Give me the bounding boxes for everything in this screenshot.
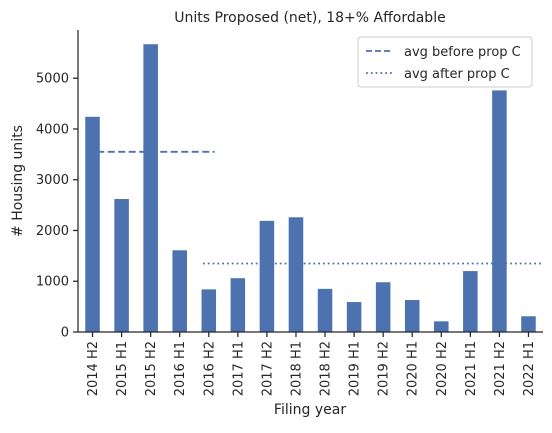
x-tick-label: 2014 H2 [86, 341, 101, 396]
x-tick-label: 2019 H1 [348, 341, 363, 396]
x-tick-label: 2021 H1 [464, 341, 479, 396]
x-tick-label: 2015 H2 [144, 341, 159, 396]
bar-2021-h2 [492, 90, 507, 333]
x-tick-label: 2019 H2 [377, 341, 392, 396]
y-tick-label: 4000 [36, 122, 69, 137]
bar-2016-h2 [201, 289, 217, 332]
y-axis-ticks: 0 1000 2000 3000 4000 5000 [36, 72, 78, 341]
legend-frame [357, 36, 533, 88]
x-tick-label: 2017 H1 [231, 341, 246, 396]
bar-2019-h1 [346, 302, 362, 332]
legend-label-before: avg before prop C [404, 45, 521, 60]
chart-title: Units Proposed (net), 18+% Affordable [174, 10, 445, 26]
bars [85, 44, 536, 333]
bar-2017-h2 [259, 220, 275, 332]
y-tick-label: 5000 [36, 72, 69, 87]
x-tick-label: 2020 H1 [406, 341, 421, 396]
bar-2019-h2 [375, 282, 391, 332]
x-tick-label: 2018 H2 [319, 341, 334, 396]
x-tick-label: 2016 H1 [173, 341, 188, 396]
bar-2018-h1 [288, 217, 304, 332]
x-axis-label: Filing year [274, 402, 346, 418]
bar-2020-h1 [404, 300, 420, 332]
x-tick-label: 2018 H1 [289, 341, 304, 396]
reference-lines [86, 150, 543, 265]
bar-2015-h1 [114, 199, 129, 332]
y-axis-label: # Housing units [10, 125, 26, 237]
bar-2022-h1 [521, 316, 536, 332]
y-tick-label: 2000 [36, 224, 69, 239]
x-axis-ticks: 2014 H2 2015 H1 2015 H2 2016 H1 2016 H2 2017 … [86, 332, 537, 396]
x-tick-label: 2022 H1 [522, 341, 537, 396]
x-tick-label: 2020 H2 [435, 341, 450, 396]
x-tick-label: 2016 H2 [202, 341, 217, 396]
x-tick-label: 2017 H2 [260, 341, 275, 396]
bar-2018-h2 [317, 288, 333, 332]
x-tick-label: 2021 H2 [493, 341, 508, 396]
legend-label-after: avg after prop C [404, 67, 510, 82]
bar-2015-h2 [143, 44, 158, 333]
bar-2014-h2 [85, 116, 100, 332]
legend: avg before prop C avg after prop C [357, 36, 533, 88]
bar-2017-h1 [230, 278, 246, 332]
bar-2020-h2 [434, 321, 449, 332]
bar-2021-h1 [463, 271, 478, 332]
bar-2016-h1 [172, 250, 187, 332]
y-tick-label: 1000 [36, 275, 69, 290]
y-tick-label: 0 [61, 326, 69, 341]
y-tick-label: 3000 [36, 173, 69, 188]
x-tick-label: 2015 H1 [115, 341, 130, 396]
